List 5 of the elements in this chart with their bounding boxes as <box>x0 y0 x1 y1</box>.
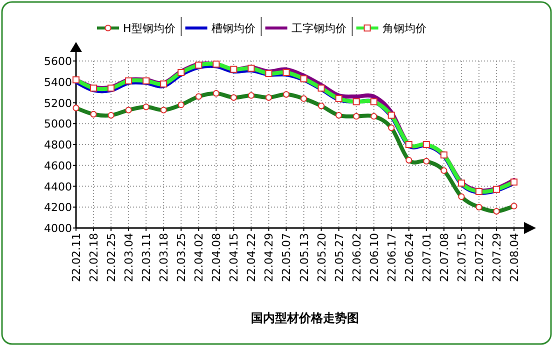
title: 国内型材价格走势图 <box>251 311 359 325</box>
legend-label: H型钢均价 <box>123 22 176 35</box>
legend-label: 槽钢均价 <box>211 22 256 35</box>
legend-label: 工字钢均价 <box>291 22 346 35</box>
legend-label: 角钢均价 <box>382 22 426 35</box>
